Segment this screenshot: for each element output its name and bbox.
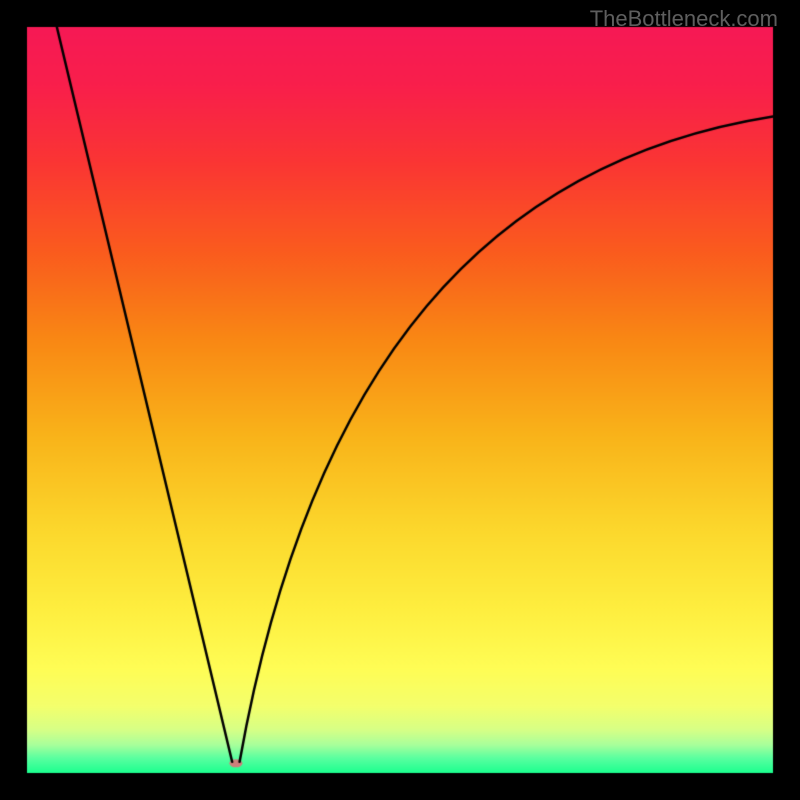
watermark-text: TheBottleneck.com <box>590 6 778 32</box>
bottleneck-chart-canvas <box>0 0 800 800</box>
